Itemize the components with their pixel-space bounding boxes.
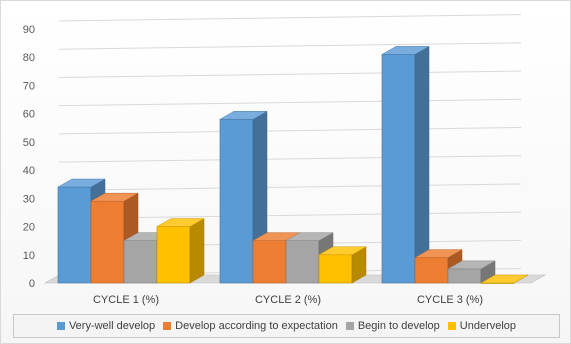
bar-front [219, 119, 254, 284]
bar-front [90, 200, 125, 284]
legend-item: Develop according to expectation [163, 320, 338, 332]
bar-front [381, 54, 416, 284]
bar-side [414, 45, 430, 284]
bar-front [414, 257, 449, 284]
legend-swatch [56, 322, 65, 330]
legend-swatch [163, 322, 172, 330]
gridline [58, 155, 522, 163]
legend-item: Very-well develop [56, 320, 156, 332]
y-tick-label: 90 [23, 24, 35, 36]
bar [318, 246, 367, 284]
bar-top [414, 249, 463, 258]
y-tick-label: 60 [23, 109, 35, 121]
bar-top [480, 274, 529, 284]
bar-front [156, 226, 191, 284]
bar-front [123, 240, 158, 284]
y-tick-label: 30 [23, 193, 35, 205]
x-tick-label: CYCLE 3 (%) [417, 294, 483, 306]
bar [381, 45, 430, 284]
legend-label: Develop according to expectation [175, 320, 338, 332]
y-tick-label: 10 [23, 250, 35, 262]
y-tick-label: 20 [23, 222, 35, 234]
legend: Very-well develop Develop according to ex… [13, 314, 560, 338]
gridline [58, 42, 522, 50]
bar-top [285, 232, 334, 241]
gridline [58, 70, 522, 78]
y-tick-label: 70 [23, 80, 35, 92]
gridline [58, 127, 522, 135]
x-tick-label: CYCLE 1 (%) [93, 294, 159, 306]
legend-label: Begin to develop [357, 320, 440, 332]
bar-front [447, 268, 482, 284]
bar-top [318, 246, 367, 256]
bar-front [252, 240, 287, 284]
bar-top [57, 178, 106, 188]
bar [447, 260, 496, 284]
legend-label: Very-well develop [68, 320, 156, 332]
bar-front [285, 240, 320, 284]
y-tick-label: 50 [23, 137, 35, 149]
legend-item: Begin to develop [345, 320, 440, 332]
bar [156, 218, 205, 284]
y-tick-label: 40 [23, 165, 35, 177]
bar [480, 274, 529, 284]
legend-swatch [345, 322, 354, 330]
chart-plot-area: 0 10 20 30 40 50 60 70 80 90 CYCLE 1 (%) CYCLE 2 (%… [23, 14, 547, 306]
bar-side [189, 218, 205, 284]
y-tick-label: 80 [23, 52, 35, 64]
bar-top [447, 260, 496, 270]
bar-top [381, 46, 430, 55]
gridline [58, 183, 522, 191]
legend-label: Undervelop [459, 320, 517, 332]
bar-top [219, 111, 268, 120]
bar [414, 249, 463, 284]
bar-front [57, 186, 92, 284]
gridline [58, 14, 522, 22]
x-tick-label: CYCLE 2 (%) [255, 294, 321, 306]
gridline [58, 98, 522, 107]
bar-front [318, 254, 353, 284]
legend-swatch [447, 322, 456, 330]
legend-item: Undervelop [447, 320, 517, 332]
bar-top [156, 218, 205, 227]
y-tick-label: 0 [29, 278, 35, 290]
bar-top [90, 192, 139, 202]
